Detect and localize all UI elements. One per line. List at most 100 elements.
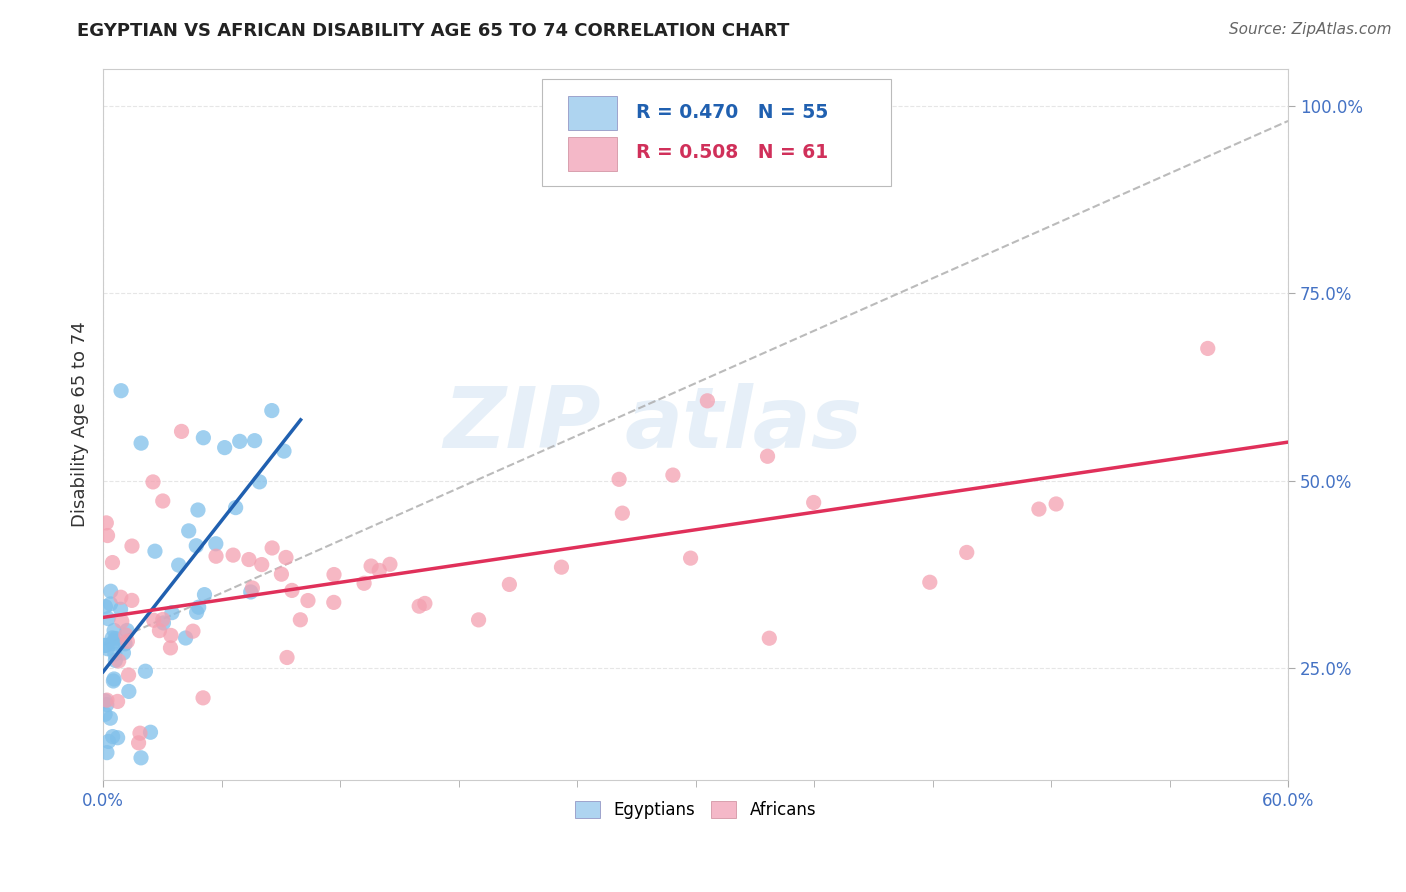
Point	[94, 639, 117, 653]
Point	[204, 537, 226, 551]
Point	[229, 434, 252, 449]
Point	[100, 597, 122, 611]
Point	[96, 693, 118, 707]
Point	[96, 516, 118, 530]
Point	[121, 539, 143, 553]
Text: ZIP: ZIP	[443, 383, 600, 466]
Point	[142, 475, 165, 489]
Point	[94, 639, 117, 653]
Point	[152, 494, 174, 508]
Point	[186, 539, 208, 553]
Point	[360, 559, 382, 574]
Point	[270, 567, 292, 582]
Point	[152, 612, 174, 626]
Point	[104, 653, 127, 667]
Point	[956, 545, 979, 559]
Point	[115, 628, 138, 642]
Point	[118, 684, 141, 698]
Point	[679, 551, 702, 566]
Point	[222, 548, 245, 562]
Point	[181, 624, 204, 639]
Point	[101, 730, 124, 744]
Point	[110, 384, 132, 398]
Point	[262, 541, 284, 555]
Point	[1028, 502, 1050, 516]
Point	[107, 654, 129, 668]
Point	[143, 544, 166, 558]
Point	[104, 632, 127, 646]
Point	[467, 613, 489, 627]
Point	[97, 734, 120, 748]
Text: atlas: atlas	[624, 383, 863, 466]
Point	[111, 615, 134, 629]
Point	[174, 631, 197, 645]
Point	[1197, 342, 1219, 356]
Point	[696, 393, 718, 408]
Point	[193, 588, 215, 602]
Point	[187, 600, 209, 615]
Point	[117, 668, 139, 682]
FancyBboxPatch shape	[568, 95, 617, 130]
Point	[96, 528, 118, 542]
Point	[148, 624, 170, 638]
Point	[297, 593, 319, 607]
Point	[662, 468, 685, 483]
Point	[167, 558, 190, 573]
Point	[239, 585, 262, 599]
Point	[803, 495, 825, 509]
Point	[101, 631, 124, 645]
Point	[112, 646, 135, 660]
Y-axis label: Disability Age 65 to 74: Disability Age 65 to 74	[72, 321, 89, 527]
Point	[129, 751, 152, 765]
Point	[129, 726, 152, 740]
Point	[152, 615, 174, 630]
Text: Source: ZipAtlas.com: Source: ZipAtlas.com	[1229, 22, 1392, 37]
Point	[249, 475, 271, 489]
Point	[756, 450, 779, 464]
Point	[94, 707, 117, 722]
Text: R = 0.508   N = 61: R = 0.508 N = 61	[637, 144, 828, 162]
Point	[103, 673, 125, 688]
Point	[186, 605, 208, 619]
FancyBboxPatch shape	[568, 136, 617, 170]
Point	[612, 506, 634, 520]
Point	[115, 624, 138, 638]
Point	[96, 746, 118, 760]
Point	[273, 444, 295, 458]
Point	[918, 575, 941, 590]
Point	[243, 434, 266, 448]
Point	[160, 606, 183, 620]
Point	[121, 593, 143, 607]
Point	[177, 524, 200, 538]
Point	[101, 636, 124, 650]
Point	[103, 624, 125, 638]
Point	[193, 431, 215, 445]
Point	[134, 664, 156, 678]
Point	[103, 672, 125, 686]
FancyBboxPatch shape	[541, 79, 891, 186]
Point	[498, 577, 520, 591]
Point	[129, 436, 152, 450]
Point	[107, 694, 129, 708]
Point	[290, 613, 312, 627]
Point	[101, 556, 124, 570]
Point	[368, 563, 391, 577]
Point	[758, 631, 780, 645]
Text: EGYPTIAN VS AFRICAN DISABILITY AGE 65 TO 74 CORRELATION CHART: EGYPTIAN VS AFRICAN DISABILITY AGE 65 TO…	[77, 22, 790, 40]
Point	[225, 500, 247, 515]
Point	[240, 581, 263, 595]
Point	[260, 403, 283, 417]
Point	[104, 647, 127, 661]
Point	[274, 550, 297, 565]
Point	[238, 552, 260, 566]
Point	[114, 637, 136, 651]
Point	[94, 694, 117, 708]
Point	[205, 549, 228, 564]
Point	[250, 558, 273, 572]
Point	[96, 698, 118, 712]
Point	[110, 602, 132, 616]
Point	[117, 634, 139, 648]
Point	[550, 560, 572, 574]
Point	[94, 599, 117, 614]
Point	[160, 628, 183, 642]
